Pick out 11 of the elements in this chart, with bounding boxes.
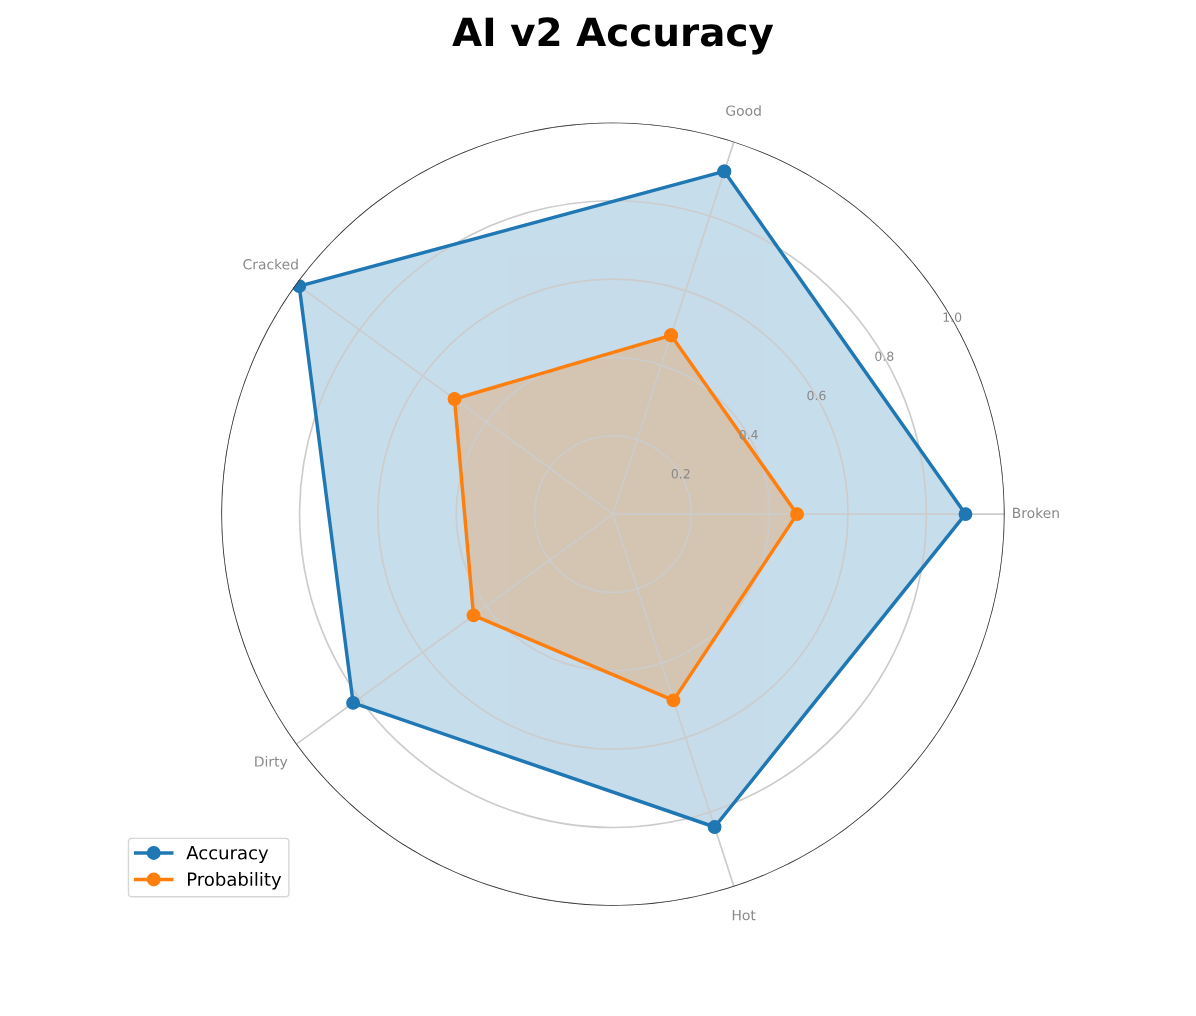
- spoke-label: Broken: [1013, 507, 1059, 519]
- spoke-label: Hot: [732, 910, 756, 921]
- chart-title: AI v2 Accuracy: [452, 17, 774, 55]
- legend-label: Accuracy: [186, 846, 269, 864]
- y-tick-label: 0.2: [671, 469, 690, 479]
- spoke-label: Dirty: [255, 755, 288, 770]
- y-tick-label: 0.8: [875, 351, 894, 362]
- legend-label: Probability: [188, 872, 282, 890]
- spoke-label: Good: [726, 105, 761, 116]
- spoke-label: Cracked: [243, 258, 298, 270]
- y-tick-label: 0.6: [807, 390, 826, 401]
